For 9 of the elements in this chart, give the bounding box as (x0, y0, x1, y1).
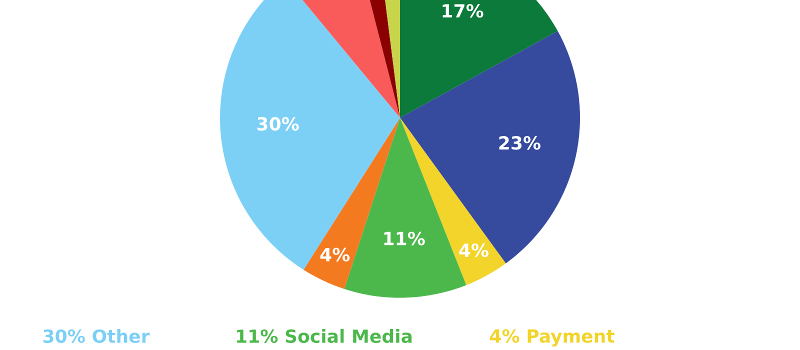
data-label: 4% (320, 248, 350, 262)
data-label: 4% (459, 243, 488, 258)
slice-label: 30% Other (43, 329, 150, 343)
slice-label: 11% Social Media (237, 329, 412, 343)
data-label: 11% (384, 232, 425, 246)
data-label: 23% (499, 136, 540, 150)
data-label: 17% (442, 4, 484, 18)
slice-label: 4% Payment (490, 329, 614, 346)
data-label: 30% (257, 117, 299, 131)
